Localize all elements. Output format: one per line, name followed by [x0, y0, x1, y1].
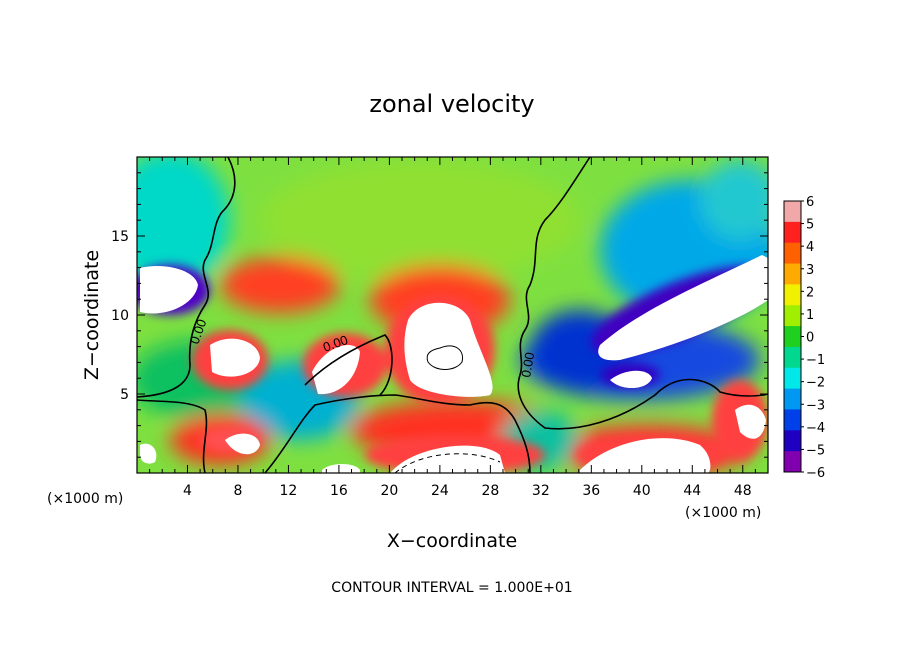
y-tick-label: 5 — [120, 387, 129, 403]
colorbar-tick-label: 4 — [806, 240, 814, 255]
x-tick-label: 28 — [481, 483, 499, 499]
colorbar: 6 5 4 3 2 1 0 −1 −2 −3 −4 −5 −6 — [783, 195, 825, 481]
colorbar-swatch — [784, 388, 801, 410]
colorbar-swatch — [784, 305, 801, 327]
contour-lines — [137, 157, 768, 473]
colorbar-tick-label: 5 — [806, 218, 814, 233]
colorbar-tick-label: −2 — [806, 376, 825, 391]
colorbar-swatch — [784, 430, 801, 452]
y-tick-label: 15 — [111, 229, 129, 245]
x-tick-label: 40 — [633, 483, 651, 499]
colorbar-swatch — [784, 263, 801, 285]
colorbar-swatch — [784, 326, 801, 348]
x-scale-note-left: (×1000 m) — [47, 491, 123, 507]
chart-title: zonal velocity — [369, 90, 534, 118]
x-tick-label: 44 — [683, 483, 701, 499]
y-tick-label: 10 — [111, 308, 129, 324]
colorbar-tick-label: −6 — [806, 466, 825, 481]
colorbar-tick-label: −3 — [806, 398, 825, 413]
colorbar-tick-label: 3 — [806, 263, 814, 278]
x-axis-label: X−coordinate — [387, 530, 517, 552]
colorbar-tick-label: 1 — [806, 308, 814, 323]
colorbar-swatch — [784, 242, 801, 265]
x-tick-label: 32 — [532, 483, 550, 499]
colorbar-swatch — [784, 221, 801, 244]
colorbar-swatch — [784, 409, 801, 431]
x-scale-note-right: (×1000 m) — [685, 505, 761, 521]
x-tick-label: 48 — [734, 483, 752, 499]
contour-labels: 0.00 0.00 0.00 — [187, 317, 538, 378]
colorbar-swatch — [784, 201, 801, 223]
x-tick-label: 4 — [183, 483, 192, 499]
colorbar-tick-label: 0 — [806, 331, 814, 346]
x-tick-label: 36 — [582, 483, 600, 499]
saturated-regions — [140, 255, 768, 473]
colorbar-tick-label: −5 — [806, 443, 825, 458]
contour-interval-note: CONTOUR INTERVAL = 1.000E+01 — [331, 580, 572, 596]
x-tick-label: 12 — [280, 483, 298, 499]
colorbar-tick-label: 2 — [806, 285, 814, 300]
x-tick-label: 24 — [431, 483, 449, 499]
x-tick-label: 8 — [233, 483, 242, 499]
velocity-field — [137, 157, 768, 473]
x-tick-label: 20 — [380, 483, 398, 499]
y-axis-label: Z−coordinate — [81, 250, 103, 380]
colorbar-tick-label: 6 — [806, 195, 814, 210]
colorbar-swatch — [784, 346, 801, 369]
colorbar-tick-label: −4 — [806, 421, 825, 436]
x-tick-label: 16 — [330, 483, 348, 499]
colorbar-tick-label: −1 — [806, 353, 825, 368]
colorbar-swatch — [784, 451, 801, 473]
contour-label: 0.00 — [518, 351, 537, 379]
colorbar-swatch — [784, 367, 801, 390]
colorbar-swatch — [784, 284, 801, 306]
